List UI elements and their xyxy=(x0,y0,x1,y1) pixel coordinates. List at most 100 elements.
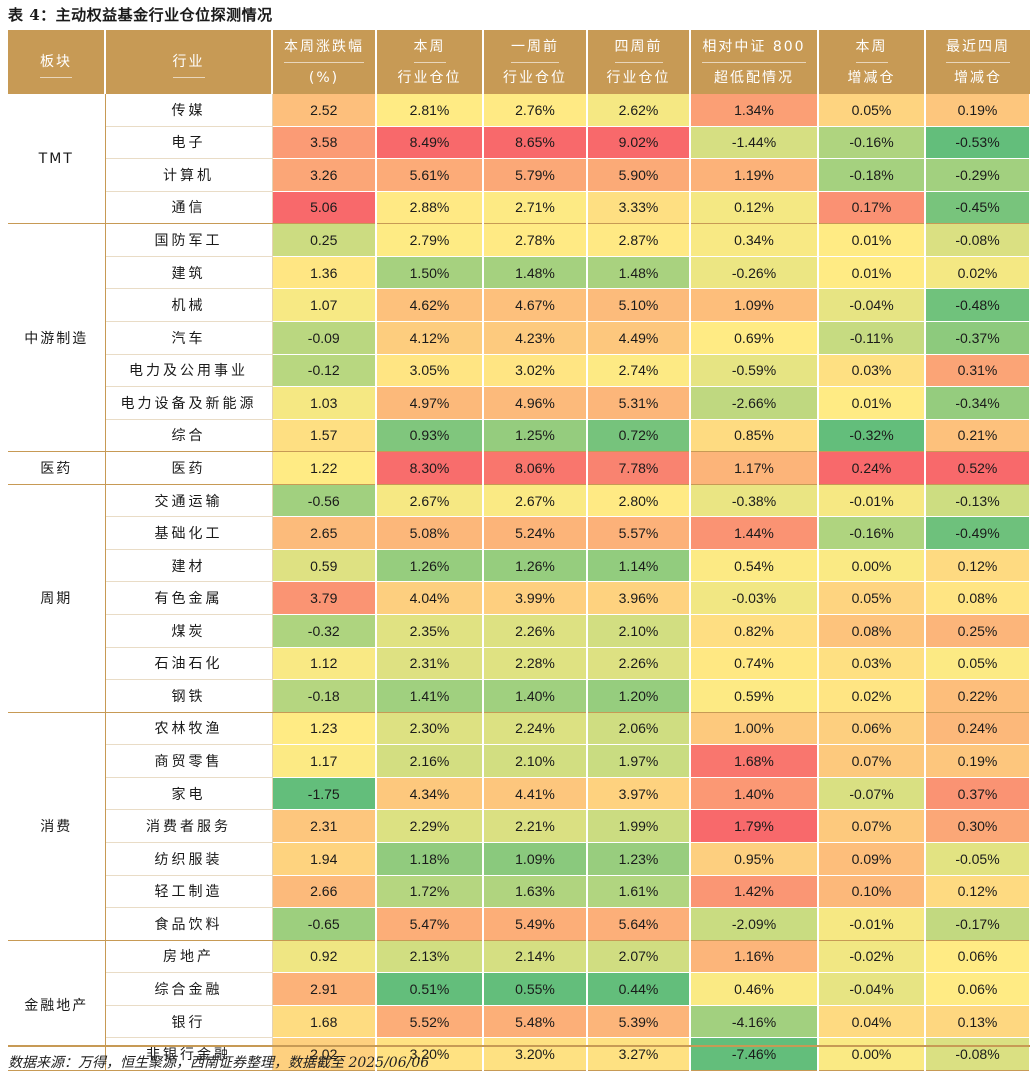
industry-cell: 综合 xyxy=(105,419,273,453)
weekly-change-cell: -0.56 xyxy=(272,484,377,518)
table-row: 银行 1.68 5.52% 5.48% 5.39% -4.16% 0.04% 0.13% xyxy=(8,1005,1031,1039)
table-title: 表 4：主动权益基金行业仓位探测情况 xyxy=(8,6,273,24)
vs-csi800-cell: 0.46% xyxy=(690,972,819,1006)
position-1w-cell: 4.67% xyxy=(483,288,588,322)
weekly-delta-cell: 0.08% xyxy=(818,614,926,648)
position-4w-cell: 1.14% xyxy=(587,549,691,583)
industry-cell: 银行 xyxy=(105,1005,273,1039)
current-position-cell: 1.18% xyxy=(376,842,484,876)
4w-delta-cell: 0.06% xyxy=(925,940,1031,974)
4w-delta-cell: 0.19% xyxy=(925,744,1031,778)
sector-cell: 消费 xyxy=(8,712,106,941)
current-position-cell: 8.30% xyxy=(376,451,484,485)
current-position-cell: 2.88% xyxy=(376,191,484,225)
weekly-delta-cell: -0.04% xyxy=(818,288,926,322)
current-position-cell: 0.51% xyxy=(376,972,484,1006)
industry-cell: 综合金融 xyxy=(105,972,273,1006)
header-weekly-delta: 本周 增减仓 xyxy=(818,30,926,94)
position-4w-cell: 5.57% xyxy=(587,516,691,550)
header-row: 板块 行业 本周涨跌幅 (%) 本周 行业仓位 一周前 行业仓位 四周前 行业仓位 相对… xyxy=(8,30,1030,94)
vs-csi800-cell: 1.44% xyxy=(690,516,819,550)
4w-delta-cell: -0.08% xyxy=(925,1037,1031,1071)
4w-delta-cell: 0.12% xyxy=(925,875,1031,909)
weekly-change-cell: 1.12 xyxy=(272,647,377,681)
weekly-change-cell: 1.03 xyxy=(272,386,377,420)
4w-delta-cell: -0.05% xyxy=(925,842,1031,876)
weekly-delta-cell: 0.05% xyxy=(818,94,926,127)
weekly-delta-cell: 0.06% xyxy=(818,712,926,746)
table-row: 轻工制造 2.66 1.72% 1.63% 1.61% 1.42% 0.10% 0.12% xyxy=(8,875,1031,909)
current-position-cell: 1.50% xyxy=(376,256,484,290)
table-row: 钢铁 -0.18 1.41% 1.40% 1.20% 0.59% 0.02% 0.22% xyxy=(8,679,1031,713)
weekly-delta-cell: 0.03% xyxy=(818,647,926,681)
industry-cell: 煤炭 xyxy=(105,614,273,648)
position-4w-cell: 4.49% xyxy=(587,321,691,355)
position-4w-cell: 2.62% xyxy=(587,94,691,127)
weekly-delta-cell: -0.04% xyxy=(818,972,926,1006)
industry-cell: 电力设备及新能源 xyxy=(105,386,273,420)
table-row: 纺织服装 1.94 1.18% 1.09% 1.23% 0.95% 0.09% -0.05% xyxy=(8,842,1031,876)
weekly-change-cell: -0.18 xyxy=(272,679,377,713)
position-4w-cell: 5.31% xyxy=(587,386,691,420)
position-1w-cell: 2.78% xyxy=(483,223,588,257)
position-4w-cell: 2.10% xyxy=(587,614,691,648)
position-1w-cell: 1.48% xyxy=(483,256,588,290)
current-position-cell: 1.41% xyxy=(376,679,484,713)
industry-cell: 医药 xyxy=(105,451,273,485)
industry-cell: 传媒 xyxy=(105,94,273,127)
vs-csi800-cell: 0.95% xyxy=(690,842,819,876)
4w-delta-cell: 0.06% xyxy=(925,972,1031,1006)
weekly-change-cell: 1.07 xyxy=(272,288,377,322)
positions-table: 板块 行业 本周涨跌幅 (%) 本周 行业仓位 一周前 行业仓位 四周前 行业仓位 相对… xyxy=(8,30,1031,1071)
table-row: 汽车 -0.09 4.12% 4.23% 4.49% 0.69% -0.11% -0.37% xyxy=(8,321,1031,355)
weekly-delta-cell: -0.07% xyxy=(818,777,926,811)
position-1w-cell: 2.21% xyxy=(483,809,588,843)
current-position-cell: 5.08% xyxy=(376,516,484,550)
vs-csi800-cell: 1.40% xyxy=(690,777,819,811)
position-1w-cell: 2.28% xyxy=(483,647,588,681)
header-sector: 板块 xyxy=(8,30,106,94)
4w-delta-cell: 0.13% xyxy=(925,1005,1031,1039)
current-position-cell: 3.05% xyxy=(376,354,484,388)
position-1w-cell: 5.24% xyxy=(483,516,588,550)
industry-cell: 交通运输 xyxy=(105,484,273,518)
4w-delta-cell: 0.30% xyxy=(925,809,1031,843)
position-1w-cell: 8.06% xyxy=(483,451,588,485)
source-note: 数据来源：万得，恒生聚源，西南证券整理，数据截至 2025/06/06 xyxy=(8,1055,430,1071)
vs-csi800-cell: 1.42% xyxy=(690,875,819,909)
position-1w-cell: 4.23% xyxy=(483,321,588,355)
weekly-delta-cell: -0.32% xyxy=(818,419,926,453)
industry-cell: 消费者服务 xyxy=(105,809,273,843)
weekly-delta-cell: 0.00% xyxy=(818,549,926,583)
position-1w-cell: 3.99% xyxy=(483,581,588,615)
4w-delta-cell: -0.45% xyxy=(925,191,1031,225)
industry-cell: 石油石化 xyxy=(105,647,273,681)
position-4w-cell: 2.80% xyxy=(587,484,691,518)
weekly-change-cell: 0.59 xyxy=(272,549,377,583)
vs-csi800-cell: 1.16% xyxy=(690,940,819,974)
vs-csi800-cell: -2.66% xyxy=(690,386,819,420)
position-4w-cell: 1.48% xyxy=(587,256,691,290)
current-position-cell: 4.04% xyxy=(376,581,484,615)
current-position-cell: 8.49% xyxy=(376,126,484,160)
weekly-change-cell: 2.31 xyxy=(272,809,377,843)
header-current-position: 本周 行业仓位 xyxy=(376,30,484,94)
table-row: 建筑 1.36 1.50% 1.48% 1.48% -0.26% 0.01% 0.02% xyxy=(8,256,1031,290)
position-1w-cell: 1.09% xyxy=(483,842,588,876)
table-row: 计算机 3.26 5.61% 5.79% 5.90% 1.19% -0.18% -0.29% xyxy=(8,158,1031,192)
table-row: 周期 交通运输 -0.56 2.67% 2.67% 2.80% -0.38% -0.01% -0… xyxy=(8,484,1031,713)
weekly-change-cell: 1.94 xyxy=(272,842,377,876)
table-body: TMT 传媒 2.52 2.81% 2.76% 2.62% 1.34% 0.05% 0.19% 电… xyxy=(8,94,1031,1071)
current-position-cell: 2.16% xyxy=(376,744,484,778)
position-4w-cell: 2.26% xyxy=(587,647,691,681)
4w-delta-cell: -0.49% xyxy=(925,516,1031,550)
table-row: 医药 医药 1.22 8.30% 8.06% 7.78% 1.17% 0.24% 0.52% xyxy=(8,451,1031,485)
4w-delta-cell: -0.37% xyxy=(925,321,1031,355)
header-position-4w: 四周前 行业仓位 xyxy=(587,30,691,94)
current-position-cell: 2.30% xyxy=(376,712,484,746)
4w-delta-cell: 0.52% xyxy=(925,451,1031,485)
4w-delta-cell: -0.29% xyxy=(925,158,1031,192)
position-4w-cell: 1.97% xyxy=(587,744,691,778)
position-1w-cell: 2.26% xyxy=(483,614,588,648)
vs-csi800-cell: 1.34% xyxy=(690,94,819,127)
